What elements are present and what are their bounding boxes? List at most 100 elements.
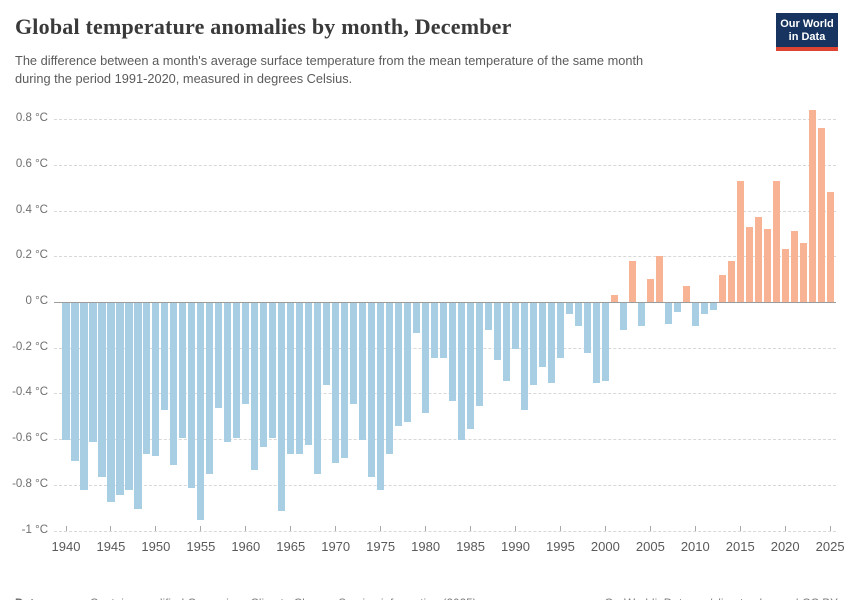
bar-1983[interactable] [448,303,457,402]
bar-1956[interactable] [206,303,214,475]
x-tick-1940 [65,526,67,531]
page-title: Global temperature anomalies by month, D… [15,14,512,39]
bar-1990[interactable] [511,303,520,349]
bar-1985[interactable] [466,303,475,429]
bar-1959[interactable] [233,303,241,438]
bar-2020[interactable] [781,249,789,302]
bar-1954[interactable] [188,303,196,489]
bar-1987[interactable] [484,303,493,331]
bar-1989[interactable] [502,303,511,381]
bar-1976[interactable] [386,303,394,454]
bar-1988[interactable] [493,303,502,361]
bar-2022[interactable] [799,242,807,302]
bar-1953[interactable] [179,303,187,438]
bar-1961[interactable] [251,303,259,470]
bar-2005[interactable] [646,279,654,302]
bar-2013[interactable] [718,274,726,302]
bar-1965[interactable] [287,303,295,454]
bar-2019[interactable] [772,180,780,302]
bar-2001[interactable] [610,295,618,302]
bar-1994[interactable] [547,303,556,383]
bar-1947[interactable] [125,303,133,491]
bar-1958[interactable] [224,303,232,443]
bar-1967[interactable] [305,303,313,445]
bar-1969[interactable] [323,303,331,386]
zero-line [54,302,836,303]
bar-1957[interactable] [215,303,223,409]
bar-2017[interactable] [754,217,762,302]
bar-1995[interactable] [556,303,565,358]
bar-1972[interactable] [350,303,358,404]
bar-1941[interactable] [71,303,79,461]
y-axis-label-0.6: 0.6 °C [15,157,48,170]
bar-1942[interactable] [80,303,88,491]
bar-2000[interactable] [601,303,609,381]
bar-1980[interactable] [422,303,430,413]
bar-1996[interactable] [565,303,574,315]
bar-1970[interactable] [332,303,340,463]
bar-1977[interactable] [395,303,403,427]
bar-1984[interactable] [457,303,466,441]
bar-2021[interactable] [790,231,798,302]
bar-1964[interactable] [278,303,286,511]
bar-2023[interactable] [808,110,816,302]
bar-2003[interactable] [628,260,636,302]
gridline-0.2 [54,256,836,258]
x-tick-2020 [784,526,786,531]
bar-2024[interactable] [817,128,825,302]
bar-1991[interactable] [520,303,529,411]
bar-1997[interactable] [574,303,583,326]
bar-1949[interactable] [143,303,151,454]
bar-1951[interactable] [161,303,169,411]
bar-1968[interactable] [314,303,322,475]
bar-2008[interactable] [673,303,681,313]
bar-1966[interactable] [296,303,304,454]
x-tick-1995 [559,526,561,531]
bar-2006[interactable] [655,256,663,302]
bar-2010[interactable] [691,303,699,326]
bar-1981[interactable] [430,303,439,358]
bar-1943[interactable] [89,303,97,443]
bar-1999[interactable] [592,303,600,383]
x-tick-1985 [470,526,472,531]
bar-1974[interactable] [368,303,376,477]
x-axis-label-2015: 2015 [725,539,755,554]
bar-1993[interactable] [538,303,547,367]
bar-1978[interactable] [404,303,412,422]
bar-2007[interactable] [664,303,672,324]
bar-1963[interactable] [269,303,277,438]
bar-1960[interactable] [242,303,250,404]
bar-1945[interactable] [107,303,115,502]
bar-1944[interactable] [98,303,106,477]
bar-1975[interactable] [377,303,385,491]
bar-2009[interactable] [682,286,690,302]
bar-1998[interactable] [583,303,591,354]
bar-1950[interactable] [152,303,160,457]
bar-1962[interactable] [260,303,268,447]
bar-2002[interactable] [619,303,627,331]
bar-1948[interactable] [134,303,142,509]
bar-2004[interactable] [637,303,645,326]
bar-1986[interactable] [475,303,484,406]
bar-1992[interactable] [529,303,538,386]
bar-1940[interactable] [62,303,70,441]
bar-1973[interactable] [359,303,367,441]
bar-1979[interactable] [413,303,421,333]
x-axis-label-1995: 1995 [545,539,575,554]
bar-2018[interactable] [763,228,771,302]
x-axis-label-1975: 1975 [366,539,396,554]
bar-2025[interactable] [826,192,834,302]
bar-1952[interactable] [170,303,178,466]
bar-2011[interactable] [700,303,708,315]
bar-2012[interactable] [709,303,717,310]
owid-logo[interactable]: Our World in Data [776,13,838,51]
bar-1982[interactable] [439,303,448,358]
bar-2015[interactable] [736,180,744,302]
bar-2016[interactable] [745,226,753,302]
bar-1971[interactable] [341,303,349,459]
bar-1946[interactable] [116,303,124,495]
bar-2014[interactable] [727,260,735,302]
bar-1955[interactable] [197,303,205,521]
